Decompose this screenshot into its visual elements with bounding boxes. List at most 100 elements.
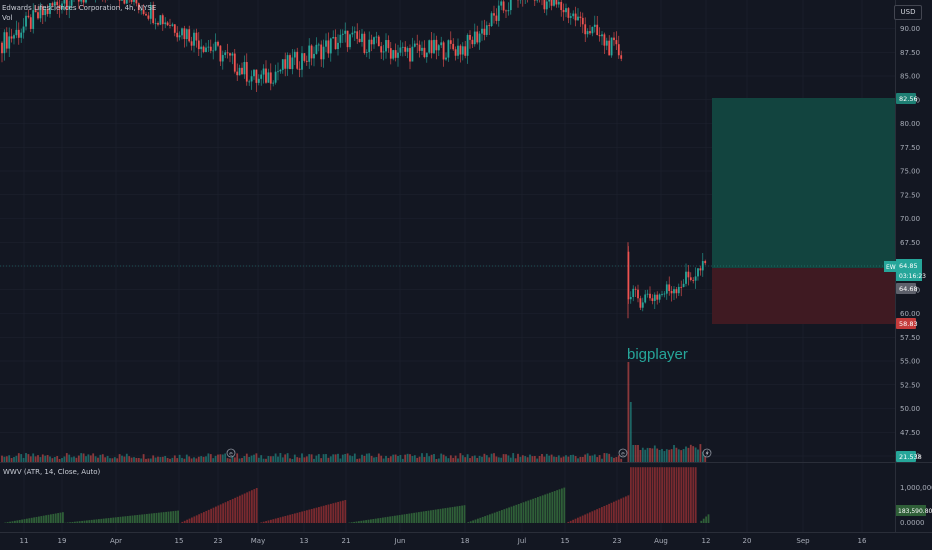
volume-bar [569,454,572,462]
wwv-bar [102,518,105,523]
wwv-bar [88,520,91,523]
candle-body [226,52,229,54]
candle-body [661,294,663,295]
candle-body [229,53,231,56]
volume-bar [665,449,668,462]
candle-body [478,33,481,43]
volume-bar [325,454,327,462]
wwv-bar [248,491,251,523]
volume-bar [341,454,344,462]
volume-bar [687,447,690,462]
volume-bar [694,447,697,462]
wwv-bar [553,491,556,523]
candle-body [536,0,539,1]
volume-bar [658,449,661,462]
volume-bar [375,457,378,462]
wwv-bar [234,497,236,523]
candle-body [140,9,143,11]
candle-body [303,53,306,61]
volume-bar [526,457,529,462]
candle-body [322,46,325,60]
volume-bar [627,362,630,462]
candle-body [349,34,351,48]
volume-bar [536,458,539,462]
price-tick-label: 77.50 [900,144,920,152]
currency-button[interactable]: USD [894,5,922,20]
volume-bar [152,455,155,462]
candle-body [550,0,553,6]
candle-body [149,4,152,19]
volume-bar [111,458,114,462]
price-axis[interactable]: 90.0087.5085.0082.5080.0077.5075.0072.50… [884,25,932,527]
wwv-bar [384,517,387,523]
volume-bar [255,453,258,462]
wwv-bar [21,519,23,523]
candle-body [207,46,210,48]
volume-bar [457,458,459,462]
candle-body [341,33,344,35]
candle-body [627,251,630,300]
volume-bar [411,456,414,462]
volume-bar [680,450,683,462]
volume-value-label-bg [896,451,916,462]
candle-body [344,30,347,34]
candle-body [435,39,438,51]
wwv-bar [372,519,375,523]
candle-body [440,42,443,46]
volume-bar [437,458,440,462]
candle-body [305,60,308,62]
volume-bar [435,458,438,462]
candle-body [356,31,359,39]
candle-body [267,72,270,83]
volume-bar [128,456,131,462]
wwv-bar [353,521,355,523]
candle-body [310,45,313,59]
price-tick-label: 72.50 [900,191,920,199]
candle-body [562,9,565,13]
candle-body [644,294,647,303]
volume-bar [53,457,56,462]
candle-body [37,12,39,19]
event-marker-1[interactable] [226,448,236,458]
event-marker-2[interactable] [618,448,628,458]
candle-body [313,53,315,59]
wwv-bar [437,509,439,523]
volume-bar [171,457,174,462]
volume-bar [209,454,212,462]
volume-bar [104,457,107,462]
wwv-bar [491,513,494,523]
wwv-bar [692,467,695,523]
wwv-bar [110,517,112,523]
volume-bar [656,448,659,462]
candle-body [617,44,620,56]
candle-body [377,36,380,47]
wwv-bar [654,467,656,523]
volume-bar [565,455,567,462]
volume-bar [586,453,589,462]
volume-bar [176,458,179,462]
volume-bar [5,456,8,462]
volume-bar [562,456,565,462]
wwv-bar [265,521,267,523]
time-tick-label: 23 [613,537,622,545]
wwv-bar [322,505,325,523]
candle-body [25,15,27,27]
volume-bar [185,454,188,462]
volume-bar [154,457,157,462]
wwv-bar [705,516,707,523]
candle-body [329,38,332,54]
volume-bar [661,448,663,462]
wwv-bar [267,520,270,523]
wwv-bar [262,521,265,523]
candle-body [646,293,649,295]
candle-body [315,44,318,54]
candle-body [697,268,699,277]
wwv-bar [439,508,442,523]
time-axis[interactable]: 11 19 Apr 15 23 May 13 21 Jun 18 Jul 15 23 Aug 12 20 Sep… [20,537,867,545]
volume-bar [34,456,37,462]
wwv-bar [47,514,50,523]
wwv-bar [298,512,301,523]
candle-body [327,40,330,54]
